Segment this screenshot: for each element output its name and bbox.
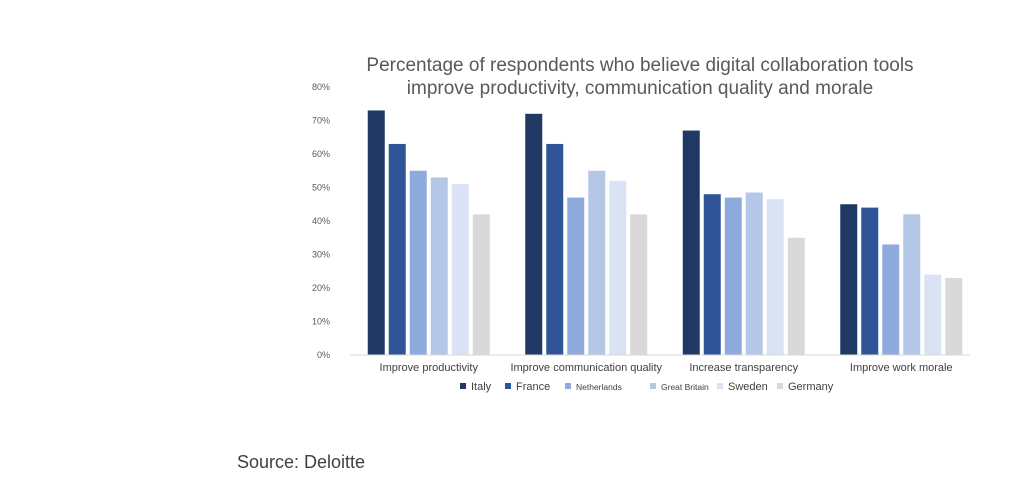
bar-sweden: [766, 199, 784, 355]
bar-sweden: [609, 180, 627, 355]
bar-italy: [525, 113, 543, 355]
legend-swatch: [460, 383, 466, 389]
legend-label: France: [516, 381, 550, 393]
bar-italy: [682, 130, 700, 355]
legend-swatch: [650, 383, 656, 389]
bar-great-britain: [903, 214, 921, 355]
source-note: Source: Deloitte: [237, 452, 366, 472]
y-tick-label: 0%: [317, 350, 330, 360]
x-tick-label: Increase transparency: [689, 362, 798, 374]
bar-france: [861, 207, 879, 355]
legend-swatch: [777, 383, 783, 389]
bar-sweden: [451, 184, 469, 355]
x-axis: Improve productivity Improve communicatio…: [380, 362, 953, 374]
y-tick-label: 10%: [312, 317, 330, 327]
legend-swatch: [565, 383, 571, 389]
legend-label: Great Britain: [661, 382, 709, 392]
bar-great-britain: [430, 177, 448, 355]
bar-great-britain: [588, 170, 606, 355]
x-tick-label: Improve communication quality: [510, 362, 662, 374]
bar-netherlands: [567, 197, 585, 355]
bar-sweden: [924, 274, 942, 355]
legend-label: Germany: [788, 381, 834, 393]
legend-label: Italy: [471, 381, 492, 393]
bar-netherlands: [409, 170, 427, 355]
legend-swatch: [717, 383, 723, 389]
legend-swatch: [505, 383, 511, 389]
x-tick-label: Improve productivity: [380, 362, 479, 374]
bar-germany: [945, 277, 963, 355]
bar-great-britain: [745, 192, 763, 355]
plot-area: [367, 110, 963, 355]
bar-france: [388, 143, 406, 355]
y-tick-label: 50%: [312, 183, 330, 193]
bar-germany: [787, 237, 805, 355]
bar-italy: [840, 204, 858, 355]
bar-germany: [472, 214, 490, 355]
x-tick-label: Improve work morale: [850, 362, 953, 374]
bar-netherlands: [882, 244, 900, 355]
y-tick-label: 70%: [312, 116, 330, 126]
bar-france: [546, 143, 564, 355]
chart-title-line-1: Percentage of respondents who believe di…: [366, 55, 913, 76]
y-tick-label: 60%: [312, 149, 330, 159]
y-tick-label: 80%: [312, 82, 330, 92]
chart-title-line-2: improve productivity, communication qual…: [407, 78, 873, 99]
y-tick-label: 30%: [312, 250, 330, 260]
bar-netherlands: [724, 197, 742, 355]
y-tick-label: 40%: [312, 216, 330, 226]
y-axis: 0% 10% 20% 30% 40% 50% 60% 70% 80%: [312, 82, 330, 360]
legend: Italy France Netherlands Great Britain Swede…: [460, 381, 834, 393]
y-tick-label: 20%: [312, 283, 330, 293]
bar-italy: [367, 110, 385, 355]
legend-label: Netherlands: [576, 382, 622, 392]
legend-label: Sweden: [728, 381, 768, 393]
bar-france: [703, 194, 721, 355]
bar-germany: [630, 214, 648, 355]
